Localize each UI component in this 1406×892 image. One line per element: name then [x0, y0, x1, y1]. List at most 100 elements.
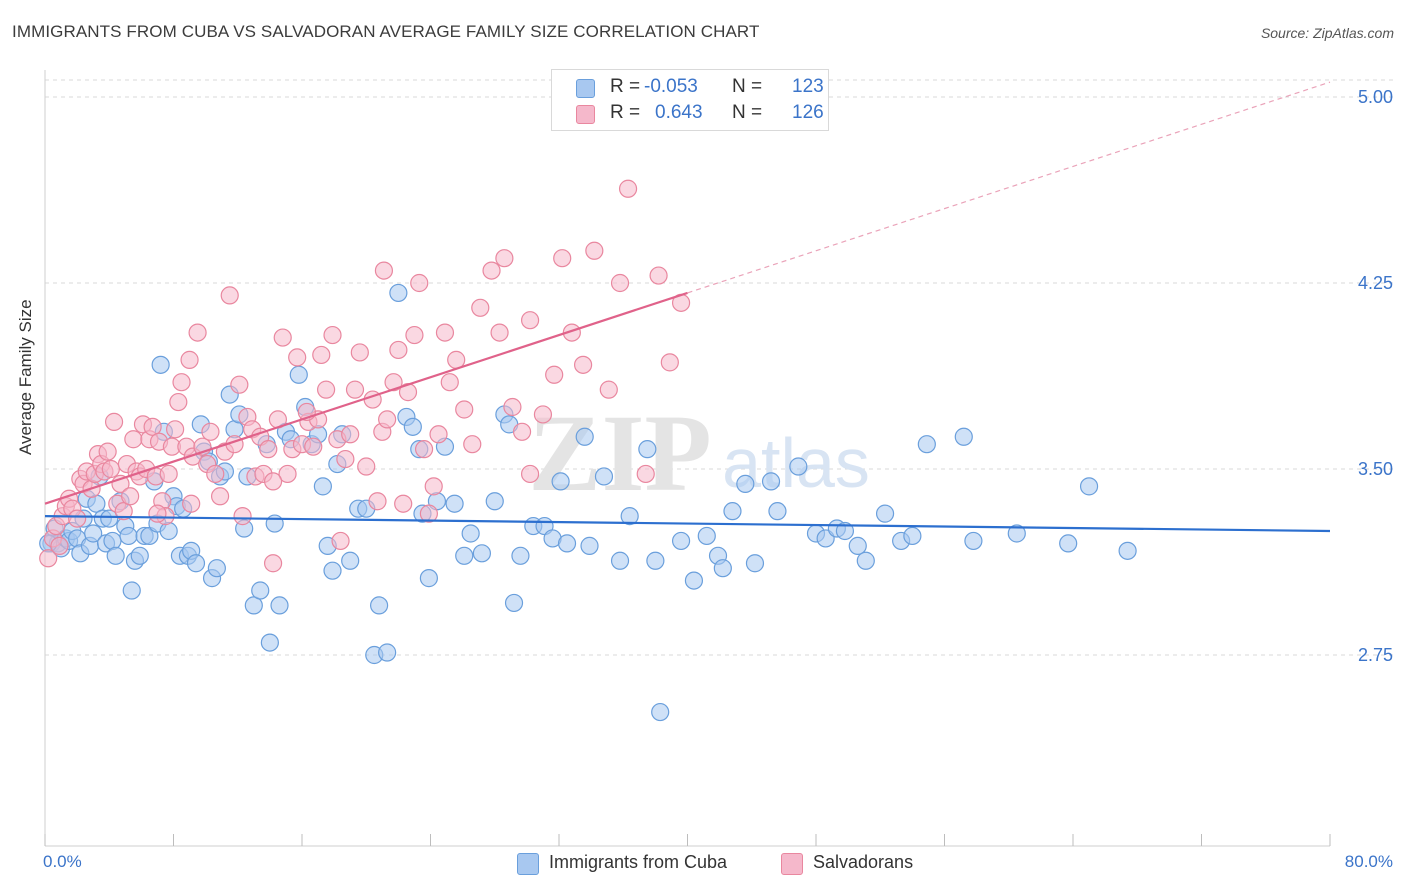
salvadoran-point [585, 241, 604, 260]
salvadoran-point [378, 410, 397, 429]
salvadoran-point [230, 375, 249, 394]
cuba-point [130, 546, 149, 565]
cuba-point [419, 569, 438, 588]
salvadoran-point [341, 425, 360, 444]
salvadoran-point [331, 531, 350, 551]
x-tick-min: 0.0% [43, 852, 82, 871]
salvadoran-point [166, 420, 185, 439]
cuba-point [186, 554, 206, 573]
salvadoran-point [159, 464, 178, 484]
cuba-point [472, 544, 491, 563]
n-value-salvadoran: 126 [792, 102, 824, 123]
salvadoran-point [98, 442, 117, 461]
trend-line-cuba [44, 515, 1331, 533]
r-value-salvadoran: 0.643 [655, 102, 703, 123]
y-tick-label: 5.00 [1358, 87, 1393, 107]
salvadoran-point [169, 392, 188, 412]
cuba-point [389, 283, 408, 303]
salvadoran-point [384, 373, 403, 392]
legend-item-cuba[interactable]: Immigrants from Cuba [517, 851, 757, 877]
legend-swatch-salvadoran [781, 853, 803, 875]
salvadoran-point [259, 440, 278, 459]
salvadoran-point [599, 380, 618, 399]
salvadoran-point [495, 249, 514, 268]
trend-line-salvadoran [44, 291, 688, 505]
salvadoran-point [440, 373, 459, 392]
salvadoran-point [503, 397, 522, 417]
salvadoran-point [350, 343, 369, 362]
cuba-point [1118, 541, 1137, 560]
salvadoran-point [463, 435, 482, 454]
cuba-point [835, 521, 855, 541]
cuba-point [671, 531, 691, 551]
salvadoran-point [490, 323, 509, 342]
cuba-point [610, 551, 630, 570]
cuba-point [789, 457, 808, 476]
salvadoran-point [304, 437, 323, 456]
salvadoran-point [471, 298, 490, 317]
salvadoran-point [188, 323, 207, 342]
salvadoran-point [553, 249, 572, 268]
cuba-point [122, 581, 141, 600]
salvadoran-point [201, 422, 220, 441]
cuba-point [745, 554, 765, 573]
cuba-point [761, 472, 781, 491]
trend-lines [44, 81, 1331, 533]
cuba-point [323, 561, 342, 580]
cuba-point [1007, 524, 1026, 543]
salvadoran-point [660, 353, 679, 372]
legend-swatch-salvadoran [576, 105, 595, 124]
salvadoran-point [374, 261, 394, 280]
cuba-point [684, 571, 704, 590]
salvadoran-point [182, 494, 201, 513]
salvadoran-point [278, 464, 297, 484]
salvadoran-point [50, 536, 69, 555]
salvadoran-point [573, 355, 593, 374]
salvadoran-point [405, 325, 424, 345]
legend-item-salvadoran[interactable]: Salvadorans [781, 851, 931, 877]
cuba-point [651, 702, 670, 722]
cuba-point [856, 551, 875, 570]
legend-swatch-cuba [576, 79, 595, 98]
salvadoran-point [273, 328, 292, 347]
cuba-point [848, 536, 867, 555]
legend-label-cuba: Immigrants from Cuba [549, 852, 728, 872]
salvadoran-point [101, 459, 120, 479]
salvadoran-point [263, 472, 283, 491]
salvadoran-point [389, 340, 408, 360]
cuba-point [736, 474, 755, 493]
cuba-point [557, 534, 577, 553]
cuba-point [485, 492, 504, 511]
n-label: N = [732, 102, 763, 123]
cuba-point [445, 494, 464, 513]
salvadoran-point [414, 440, 434, 459]
cuba-point [84, 524, 103, 543]
cuba-point [1079, 477, 1099, 496]
cuba-point [875, 504, 895, 523]
salvadoran-point [512, 422, 532, 441]
watermark: ZIP atlas [528, 392, 870, 514]
salvadoran-point [345, 380, 365, 399]
cuba-point [265, 514, 284, 533]
salvadoran-point [263, 554, 283, 573]
salvadoran-point [410, 273, 429, 293]
salvadoran-point [316, 380, 336, 399]
y-tick-label: 4.25 [1358, 273, 1393, 293]
r-label: R = [610, 76, 641, 97]
salvadoran-point [124, 430, 143, 449]
stats-legend: R = -0.053 N = 123 R = 0.643 N = 126 [551, 69, 829, 131]
cuba-point [370, 596, 389, 615]
cuba-point [511, 546, 530, 565]
salvadoran-point [520, 464, 540, 484]
salvadoran-point [435, 323, 455, 342]
series-salvadoran-points [39, 179, 691, 573]
salvadoran-point [649, 266, 668, 285]
salvadoran-point [394, 494, 413, 513]
cuba-point [697, 526, 716, 546]
salvadoran-point [520, 311, 540, 330]
cuba-point [575, 427, 594, 446]
cuba-point [551, 472, 570, 491]
cuba-point [270, 596, 289, 615]
salvadoran-point [312, 345, 331, 365]
salvadoran-point [104, 412, 124, 431]
